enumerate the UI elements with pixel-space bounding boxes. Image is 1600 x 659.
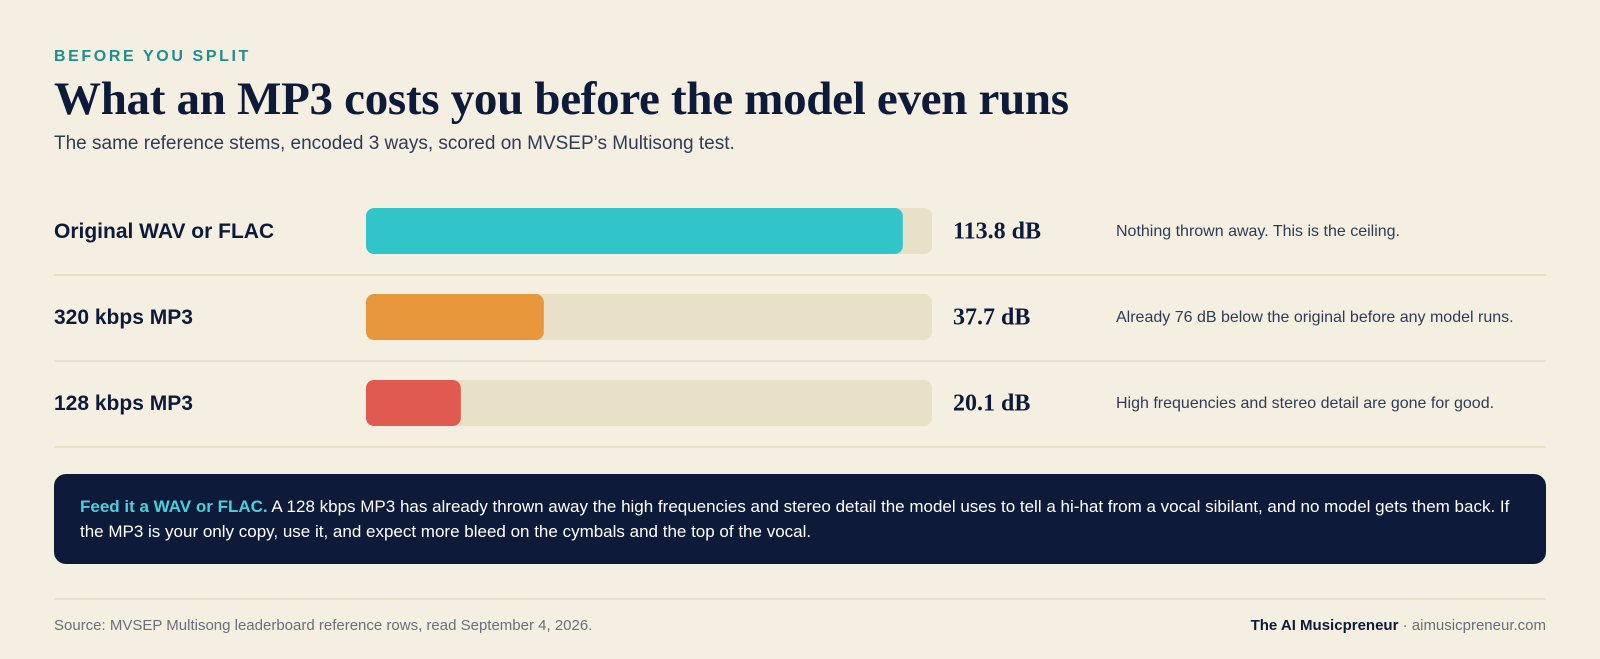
- chart-row: Original WAV or FLAC 113.8 dB Nothing thro…: [54, 190, 1546, 276]
- chart-row: 320 kbps MP3 37.7 dB Already 76 dB below t…: [54, 276, 1546, 362]
- callout-box: Feed it a WAV or FLAC. A 128 kbps MP3 ha…: [54, 474, 1546, 564]
- source-note: Source: MVSEP Multisong leaderboard refe…: [54, 617, 593, 634]
- brand-credit: The AI Musicpreneur · aimusicpreneur.com: [1251, 617, 1546, 634]
- bar-track-svg: [366, 208, 932, 254]
- footer-divider: [54, 598, 1546, 600]
- bar: [366, 208, 903, 254]
- bar-track: [366, 380, 932, 426]
- category-label: Original WAV or FLAC: [54, 220, 275, 243]
- bar: [366, 380, 461, 426]
- brand-separator: ·: [1398, 617, 1412, 634]
- callout-body: A 128 kbps MP3 has already thrown away t…: [80, 497, 1510, 541]
- brand-name: The AI Musicpreneur: [1250, 617, 1399, 634]
- value-label: 20.1 dB: [953, 390, 1031, 417]
- row-note: High frequencies and stereo detail are g…: [1116, 395, 1495, 412]
- value-label: 113.8 dB: [953, 218, 1042, 245]
- bar: [366, 294, 544, 340]
- category-label: 128 kbps MP3: [54, 392, 193, 415]
- subtitle: The same reference stems, encoded 3 ways…: [54, 133, 735, 154]
- bar-track-svg: [366, 294, 932, 340]
- row-note: Nothing thrown away. This is the ceiling…: [1116, 223, 1400, 240]
- value-label: 37.7 dB: [953, 304, 1031, 331]
- category-label: 320 kbps MP3: [54, 306, 193, 329]
- row-note: Already 76 dB below the original before …: [1116, 309, 1514, 326]
- chart-row: 128 kbps MP3 20.1 dB High frequencies and …: [54, 362, 1546, 448]
- eyebrow-label: BEFORE YOU SPLIT: [54, 48, 251, 65]
- bar-chart: Original WAV or FLAC 113.8 dB Nothing thro…: [54, 190, 1546, 448]
- brand-url: aimusicpreneur.com: [1411, 617, 1546, 634]
- bar-track-svg: [366, 380, 932, 426]
- callout-lead: Feed it a WAV or FLAC.: [80, 497, 268, 516]
- infographic: BEFORE YOU SPLIT What an MP3 costs you b…: [54, 0, 1546, 659]
- page-title: What an MP3 costs you before the model e…: [54, 73, 1069, 125]
